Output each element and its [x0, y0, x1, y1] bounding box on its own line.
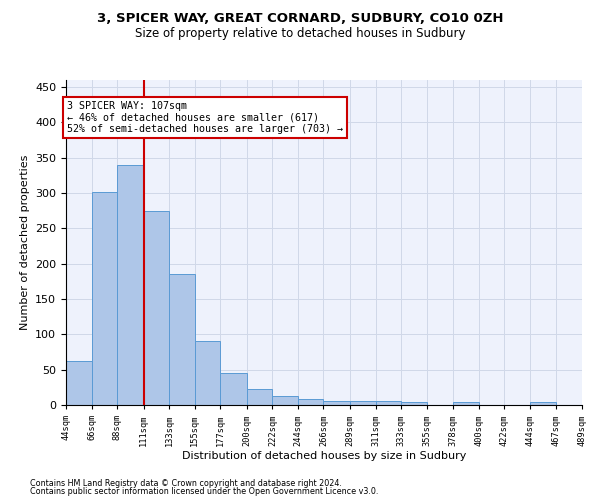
Bar	[143, 212, 169, 405]
Text: Contains public sector information licensed under the Open Government Licence v3: Contains public sector information licen…	[30, 487, 379, 496]
Text: 3 SPICER WAY: 107sqm
← 46% of detached houses are smaller (617)
52% of semi-deta: 3 SPICER WAY: 107sqm ← 46% of detached h…	[67, 101, 343, 134]
X-axis label: Distribution of detached houses by size in Sudbury: Distribution of detached houses by size …	[182, 451, 466, 461]
Text: 3, SPICER WAY, GREAT CORNARD, SUDBURY, CO10 0ZH: 3, SPICER WAY, GREAT CORNARD, SUDBURY, C…	[97, 12, 503, 26]
Y-axis label: Number of detached properties: Number of detached properties	[20, 155, 29, 330]
Bar	[453, 402, 479, 405]
Bar	[582, 402, 600, 405]
Bar	[117, 165, 143, 405]
Bar	[298, 400, 323, 405]
Bar	[169, 274, 195, 405]
Bar	[220, 372, 247, 405]
Bar	[195, 342, 220, 405]
Bar	[530, 402, 556, 405]
Bar	[323, 402, 350, 405]
Bar	[92, 192, 117, 405]
Bar	[350, 402, 376, 405]
Bar	[247, 389, 272, 405]
Bar	[272, 396, 298, 405]
Bar	[66, 361, 92, 405]
Text: Size of property relative to detached houses in Sudbury: Size of property relative to detached ho…	[135, 28, 465, 40]
Bar	[376, 402, 401, 405]
Text: Contains HM Land Registry data © Crown copyright and database right 2024.: Contains HM Land Registry data © Crown c…	[30, 478, 342, 488]
Bar	[401, 402, 427, 405]
